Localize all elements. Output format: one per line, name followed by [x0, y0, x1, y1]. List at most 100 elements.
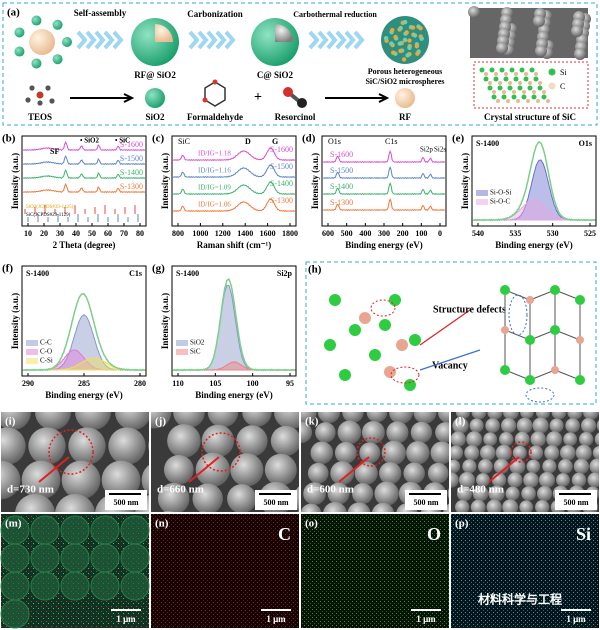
- sphere: [516, 99, 520, 103]
- arrow: [38, 456, 70, 483]
- series-label: S-1500: [270, 162, 293, 171]
- y-axis-label: Intensity (a.u.): [160, 153, 170, 209]
- sphere: [90, 543, 120, 573]
- label: Self-assembly: [74, 8, 127, 18]
- sphere: [0, 543, 30, 573]
- envelope: [22, 292, 146, 372]
- label: (j): [155, 416, 166, 428]
- sphere: [359, 442, 381, 464]
- sphere: [435, 422, 449, 443]
- sphere: [537, 85, 543, 91]
- sphere: [349, 324, 361, 336]
- x-tick-label: 1200: [215, 229, 231, 238]
- sphere: [403, 462, 425, 484]
- sphere: [583, 412, 599, 420]
- sphere: [141, 464, 149, 496]
- label: +: [254, 90, 262, 105]
- sphere: [301, 421, 313, 444]
- sphere: [389, 294, 401, 306]
- x-axis-label: Binding energy (eV): [345, 240, 423, 250]
- sphere: [526, 99, 530, 103]
- sphere: [548, 82, 556, 90]
- sphere: [108, 427, 146, 465]
- sphere: [390, 27, 395, 33]
- x-tick-label: 60: [104, 229, 112, 238]
- sphere: [30, 515, 60, 545]
- sphere: [330, 461, 355, 486]
- label: Si2p: [420, 146, 433, 154]
- sphere: [526, 459, 541, 474]
- x-tick-label: 40: [72, 229, 80, 238]
- arrow: [206, 30, 218, 50]
- sphere: [317, 412, 341, 424]
- sphere: [504, 72, 508, 76]
- sphere: [167, 424, 201, 458]
- label: 1 μm: [116, 614, 136, 624]
- arrow: [188, 30, 200, 50]
- sphere: [398, 48, 403, 54]
- sphere: [359, 312, 371, 324]
- sphere: [307, 462, 329, 484]
- panel-label: (d): [302, 133, 316, 145]
- sphere: [337, 420, 362, 445]
- label: S-1400: [176, 269, 199, 278]
- sphere: [551, 366, 559, 374]
- legend-text: C-C: [40, 339, 52, 347]
- sphere: [455, 500, 470, 512]
- x-axis-label: Binding energy (eV): [45, 390, 123, 400]
- sphere: [550, 325, 560, 335]
- sphere: [413, 412, 437, 424]
- sphere: [507, 85, 513, 91]
- sphere: [516, 417, 533, 434]
- plot-frame: [171, 265, 297, 377]
- sphere: [544, 445, 560, 461]
- sphere: [227, 484, 257, 512]
- sphere: [503, 412, 519, 420]
- label: Si: [560, 68, 567, 77]
- sphere: [508, 81, 512, 85]
- size-mark: [201, 432, 241, 472]
- sphere: [230, 453, 264, 487]
- label: d=660 nm: [157, 484, 204, 496]
- sphere: [486, 499, 502, 512]
- sphere: [324, 339, 336, 351]
- molecule: [204, 81, 226, 107]
- x-axis-label: Raman shift (cm⁻¹): [197, 240, 271, 250]
- label: C: [278, 524, 291, 544]
- sphere: [542, 459, 557, 474]
- sphere: [517, 85, 523, 91]
- sphere: [532, 417, 549, 434]
- sphere: [301, 503, 322, 512]
- sphere: [115, 412, 149, 430]
- sphere: [410, 25, 416, 30]
- sphere: [592, 445, 599, 460]
- sphere: [120, 515, 150, 545]
- sphere: [479, 67, 485, 73]
- sphere: [31, 15, 42, 26]
- sphere: [207, 412, 239, 428]
- x-tick-label: 70: [120, 229, 128, 238]
- sphere: [396, 339, 408, 351]
- label: (l): [455, 416, 466, 428]
- sphere: [120, 571, 150, 601]
- sphere: [412, 33, 418, 38]
- sphere: [148, 441, 149, 451]
- sphere: [495, 444, 512, 461]
- x-tick-label: 105: [209, 379, 221, 388]
- label: (i): [5, 416, 16, 428]
- sphere: [512, 445, 527, 460]
- panel-label: (g): [152, 263, 165, 275]
- sphere: [201, 424, 235, 458]
- sphere: [464, 445, 480, 461]
- sphere: [352, 483, 374, 505]
- sphere: [541, 94, 547, 100]
- sphere: [36, 91, 44, 99]
- label: (m): [5, 518, 22, 530]
- sphere: [503, 76, 509, 82]
- sphere: [496, 99, 500, 103]
- panel-label: (e): [452, 133, 465, 145]
- sphere: [60, 543, 90, 573]
- label: (p): [455, 518, 469, 530]
- sphere: [327, 482, 350, 505]
- sphere: [270, 425, 299, 456]
